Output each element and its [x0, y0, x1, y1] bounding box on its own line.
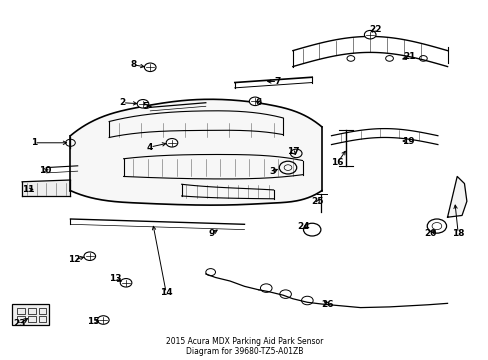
Circle shape [97, 316, 109, 324]
Text: 14: 14 [160, 288, 172, 297]
Text: 2: 2 [119, 98, 125, 107]
Text: 9: 9 [208, 229, 214, 238]
Polygon shape [447, 176, 466, 217]
Circle shape [166, 139, 178, 147]
Text: 6: 6 [255, 98, 262, 107]
Circle shape [144, 63, 156, 72]
Circle shape [249, 97, 261, 105]
Text: 11: 11 [21, 185, 34, 194]
Bar [12, 304, 49, 325]
Text: 1: 1 [31, 138, 37, 147]
Text: 7: 7 [274, 77, 280, 86]
Text: 18: 18 [451, 229, 464, 238]
Bar [17, 308, 25, 314]
Text: 8: 8 [130, 60, 136, 69]
Circle shape [120, 279, 132, 287]
Bar [28, 316, 36, 322]
Text: 25: 25 [311, 198, 324, 207]
Text: 21: 21 [403, 52, 415, 61]
Bar [17, 316, 25, 322]
Text: 10: 10 [39, 166, 51, 175]
Text: 4: 4 [147, 143, 153, 152]
Circle shape [84, 252, 95, 260]
Circle shape [364, 31, 375, 39]
Polygon shape [22, 180, 70, 196]
Bar [28, 308, 36, 314]
Text: 20: 20 [424, 229, 436, 238]
Text: 15: 15 [87, 317, 100, 326]
Text: 12: 12 [68, 255, 81, 264]
Text: 26: 26 [321, 300, 333, 309]
Text: 23: 23 [14, 319, 26, 328]
Bar [39, 308, 46, 314]
Text: 5: 5 [142, 102, 148, 111]
Text: 13: 13 [108, 274, 121, 283]
Text: 16: 16 [330, 158, 343, 167]
Text: 2015 Acura MDX Parking Aid Park Sensor
Diagram for 39680-TZ5-A01ZB: 2015 Acura MDX Parking Aid Park Sensor D… [165, 337, 323, 356]
Text: 3: 3 [269, 167, 275, 176]
Text: 17: 17 [286, 147, 299, 156]
Text: 24: 24 [297, 222, 309, 231]
Circle shape [137, 100, 148, 108]
Text: 22: 22 [368, 25, 381, 34]
Text: 19: 19 [401, 136, 413, 145]
Bar [39, 316, 46, 322]
